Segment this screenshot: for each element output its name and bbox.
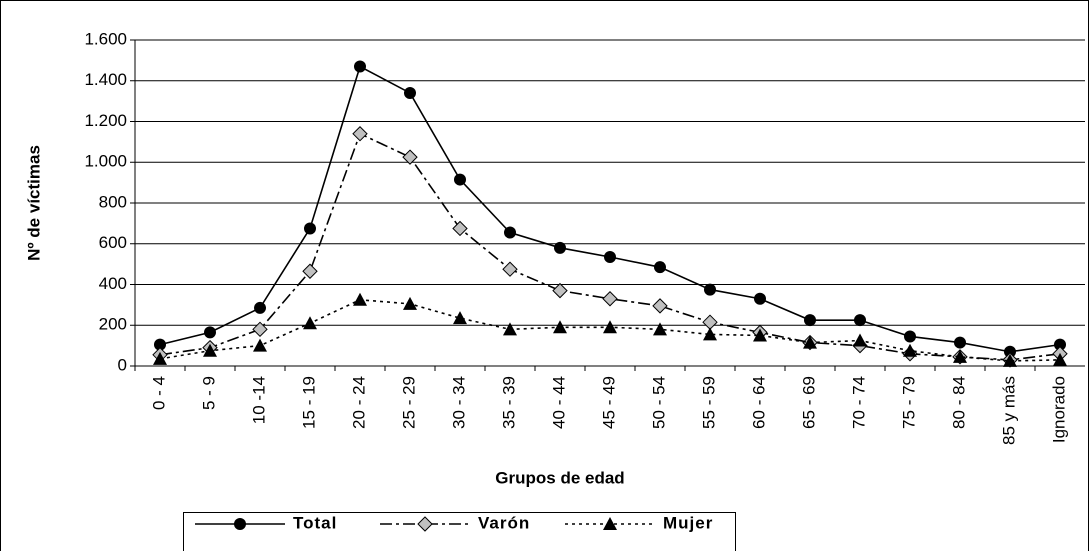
data-point — [204, 326, 216, 339]
x-axis-label: Grupos de edad — [495, 468, 624, 487]
x-tick-label: 50 - 54 — [649, 376, 668, 429]
data-point — [354, 60, 366, 73]
data-point — [603, 517, 617, 530]
x-tick-label: 15 - 19 — [299, 376, 318, 429]
data-point — [954, 336, 966, 349]
x-tick-label: 40 - 44 — [549, 376, 568, 429]
y-tick-label: 1.000 — [84, 152, 127, 171]
x-tick-label: 55 - 59 — [699, 376, 718, 429]
x-tick-label: Ignorado — [1049, 376, 1068, 443]
y-tick-label: 1.600 — [84, 29, 127, 48]
data-point — [303, 316, 317, 330]
y-tick-label: 800 — [99, 192, 127, 211]
y-tick-label: 0 — [118, 355, 127, 374]
data-point — [754, 292, 766, 305]
x-tick-label: 10 -14 — [249, 376, 268, 424]
x-tick-label: 85 y más — [999, 376, 1018, 445]
data-point — [302, 263, 318, 279]
data-point — [353, 292, 367, 306]
y-tick-label: 200 — [99, 315, 127, 334]
data-point — [653, 322, 667, 336]
data-point — [552, 282, 568, 299]
x-tick-label: 80 - 84 — [949, 376, 968, 429]
data-point — [854, 314, 866, 327]
data-point — [352, 126, 368, 142]
data-point — [753, 328, 767, 342]
data-point — [654, 261, 666, 274]
data-point — [253, 338, 267, 352]
data-point — [1054, 338, 1066, 351]
data-point — [602, 291, 618, 307]
x-tick-label: 65 - 69 — [799, 376, 818, 429]
data-point — [452, 220, 468, 237]
data-point — [603, 320, 617, 334]
legend-label: Mujer — [663, 513, 713, 532]
x-tick-label: 60 - 64 — [749, 376, 768, 429]
x-tick-label: 70 - 74 — [849, 376, 868, 429]
data-point — [404, 86, 416, 99]
data-point — [953, 349, 967, 363]
data-point — [853, 333, 867, 347]
legend — [183, 512, 736, 551]
y-tick-label: 1.200 — [84, 111, 127, 130]
y-tick-label: 400 — [99, 274, 127, 293]
data-point — [604, 250, 616, 263]
data-point — [803, 335, 817, 349]
data-point — [652, 298, 668, 314]
data-point — [304, 222, 316, 235]
data-point — [904, 330, 916, 343]
data-point — [553, 320, 567, 334]
data-point — [454, 173, 466, 186]
x-tick-label: 75 - 79 — [899, 376, 918, 429]
x-tick-label: 30 - 34 — [449, 376, 468, 429]
x-tick-label: 0 - 4 — [149, 376, 168, 410]
data-point — [154, 338, 166, 351]
x-tick-label: 35 - 39 — [499, 376, 518, 429]
data-point — [234, 518, 246, 530]
data-point — [804, 314, 816, 327]
data-point — [503, 322, 517, 336]
data-point — [703, 327, 717, 341]
y-tick-label: 600 — [99, 233, 127, 252]
data-point — [252, 321, 268, 338]
data-point — [504, 226, 516, 239]
data-point — [417, 516, 433, 532]
data-point — [704, 283, 716, 296]
y-axis-label: Nº de víctimas — [24, 145, 43, 261]
x-tick-label: 5 - 9 — [199, 376, 218, 410]
data-point — [554, 241, 566, 254]
data-point — [903, 343, 917, 357]
data-point — [502, 261, 518, 277]
x-tick-label: 45 - 49 — [599, 376, 618, 429]
legend-label: Varón — [478, 513, 530, 532]
data-point — [403, 296, 417, 310]
data-point — [402, 149, 418, 165]
y-tick-label: 1.400 — [84, 70, 127, 89]
data-point — [254, 301, 266, 314]
x-tick-label: 20 - 24 — [349, 376, 368, 429]
legend-label: Total — [293, 513, 337, 532]
data-point — [1004, 345, 1016, 358]
data-point — [203, 343, 217, 357]
data-point — [453, 311, 467, 325]
data-point — [153, 351, 167, 365]
data-point — [1053, 352, 1067, 366]
x-tick-label: 25 - 29 — [399, 376, 418, 429]
data-point — [1003, 353, 1017, 367]
